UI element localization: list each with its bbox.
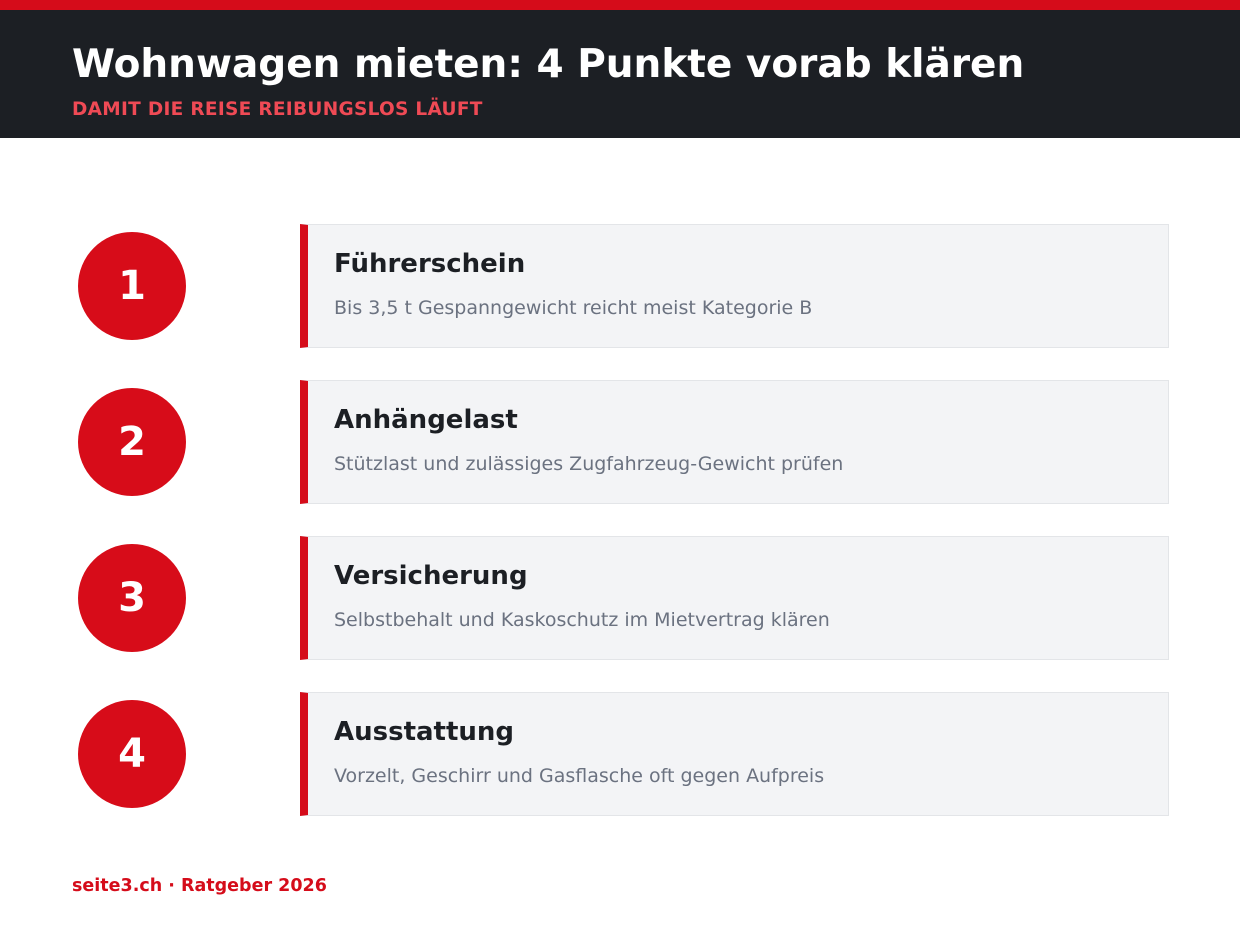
step-title: Führerschein (334, 249, 526, 279)
step-card: Anhängelast Stützlast und zulässiges Zugf… (300, 380, 1169, 504)
step-number: 1 (78, 232, 186, 340)
header: Wohnwagen mieten: 4 Punkte vorab klären … (0, 10, 1240, 138)
step-number: 3 (78, 544, 186, 652)
header-subtitle: DAMIT DIE REISE REIBUNGSLOS LÄUFT (72, 99, 483, 120)
step-title: Ausstattung (334, 717, 515, 747)
step-text: Vorzelt, Geschirr und Gasflasche oft geg… (334, 765, 825, 787)
step-card: Versicherung Selbstbehalt und Kaskoschutz… (300, 536, 1169, 660)
footer: seite3.ch · Ratgeber 2026 (72, 876, 327, 896)
top-bar (0, 0, 1240, 10)
step-title: Versicherung (334, 561, 528, 591)
step-text: Selbstbehalt und Kaskoschutz im Mietvert… (334, 609, 830, 631)
step-card: Ausstattung Vorzelt, Geschirr und Gasflas… (300, 692, 1169, 816)
step-text: Bis 3,5 t Gespanngewicht reicht meist Ka… (334, 297, 813, 319)
header-title: Wohnwagen mieten: 4 Punkte vorab klären (72, 42, 1025, 87)
step-text: Stützlast und zulässiges Zugfahrzeug-Gew… (334, 453, 844, 475)
step-number: 4 (78, 700, 186, 808)
step-number: 2 (78, 388, 186, 496)
step-title: Anhängelast (334, 405, 518, 435)
step-card: Führerschein Bis 3,5 t Gespanngewicht rei… (300, 224, 1169, 348)
